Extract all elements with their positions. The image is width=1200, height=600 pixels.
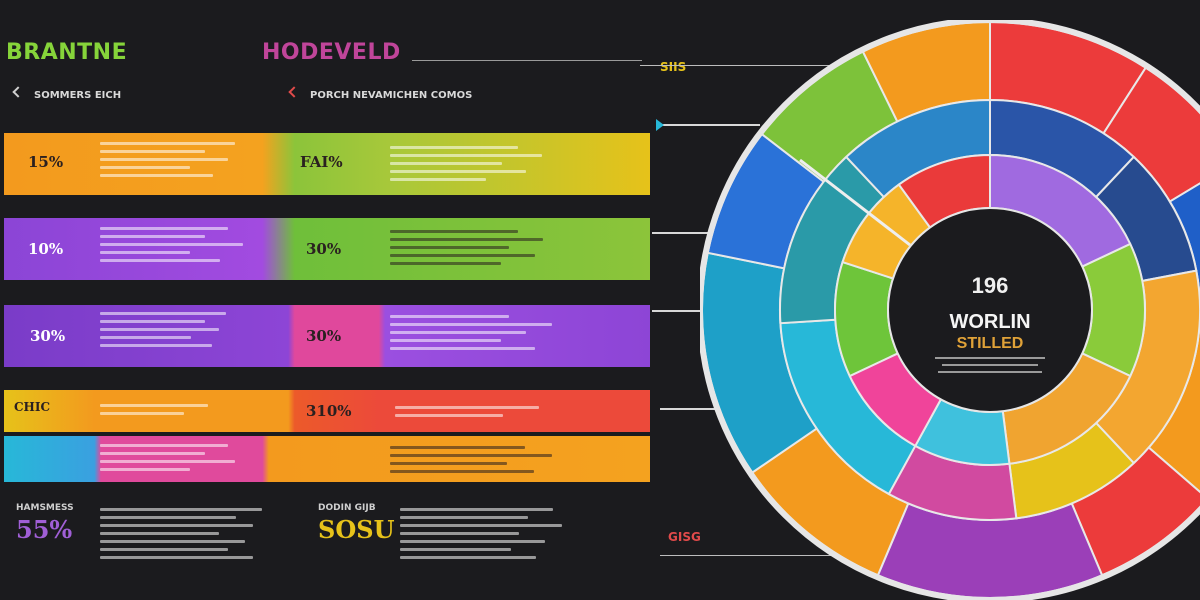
top-connector [640, 65, 900, 66]
chevron-left-icon [288, 86, 300, 98]
stat-1-label: HAMSMESS [16, 503, 74, 513]
band-3-text-b [390, 315, 560, 350]
center-value: 196 [972, 273, 1009, 298]
band-5 [4, 436, 650, 482]
band-1-text-a [100, 142, 250, 177]
center-subtitle: STILLED [957, 335, 1024, 352]
connector-3 [652, 310, 718, 312]
band-4-text-a [100, 404, 220, 415]
stat-2-label: DODIN GIJB [318, 503, 376, 513]
connector-4 [660, 408, 726, 410]
center-text-lines [935, 357, 1045, 373]
top-tag: SIIS [660, 60, 687, 74]
band-3-left-label: 30% [30, 327, 66, 345]
stat-1-text [100, 508, 270, 559]
band-1-text-b [390, 146, 550, 181]
chevron-left-icon [12, 86, 24, 98]
center-title: HODEVELD [262, 40, 401, 65]
heading-marker [262, 44, 263, 45]
center-disc [888, 208, 1092, 412]
center-title: WORLIN [949, 311, 1030, 333]
band-4 [4, 390, 650, 432]
band-4-text-b [395, 406, 575, 417]
stat-2-text [400, 508, 570, 559]
brand-title: BRANTNE [6, 40, 128, 65]
band-3-right-label: 30% [306, 327, 342, 345]
donut-chart: 196 WORLIN STILLED [700, 20, 1200, 600]
band-2-text-a [100, 227, 250, 262]
stat-1-value: 55% [16, 515, 73, 544]
connector-5 [660, 555, 860, 556]
stat-2-value: SOSU [318, 515, 395, 544]
connector-1 [660, 124, 760, 126]
band-1-right-label: FAI% [300, 153, 343, 171]
band-1-left-label: 15% [28, 153, 64, 171]
band-5-text-a [100, 444, 250, 471]
pointer-icon [656, 119, 664, 131]
band-3-text-a [100, 312, 240, 347]
center-subhead: PORCH NEVAMICHEN COMOS [310, 90, 473, 101]
bottom-tag: GISG [668, 530, 701, 544]
pointer-line [799, 158, 911, 247]
center-rim [887, 207, 1093, 413]
header-rule [412, 60, 642, 61]
band-5-text-b [390, 446, 570, 473]
band-4-left-label: CHIC [14, 400, 51, 414]
left-subhead: SOMMERS EICH [34, 90, 122, 101]
band-2-text-b [390, 230, 560, 265]
connector-2 [652, 232, 718, 234]
band-2-right-label: 30% [306, 240, 342, 258]
band-4-right-label: 310% [306, 402, 352, 420]
band-2-left-label: 10% [28, 240, 64, 258]
